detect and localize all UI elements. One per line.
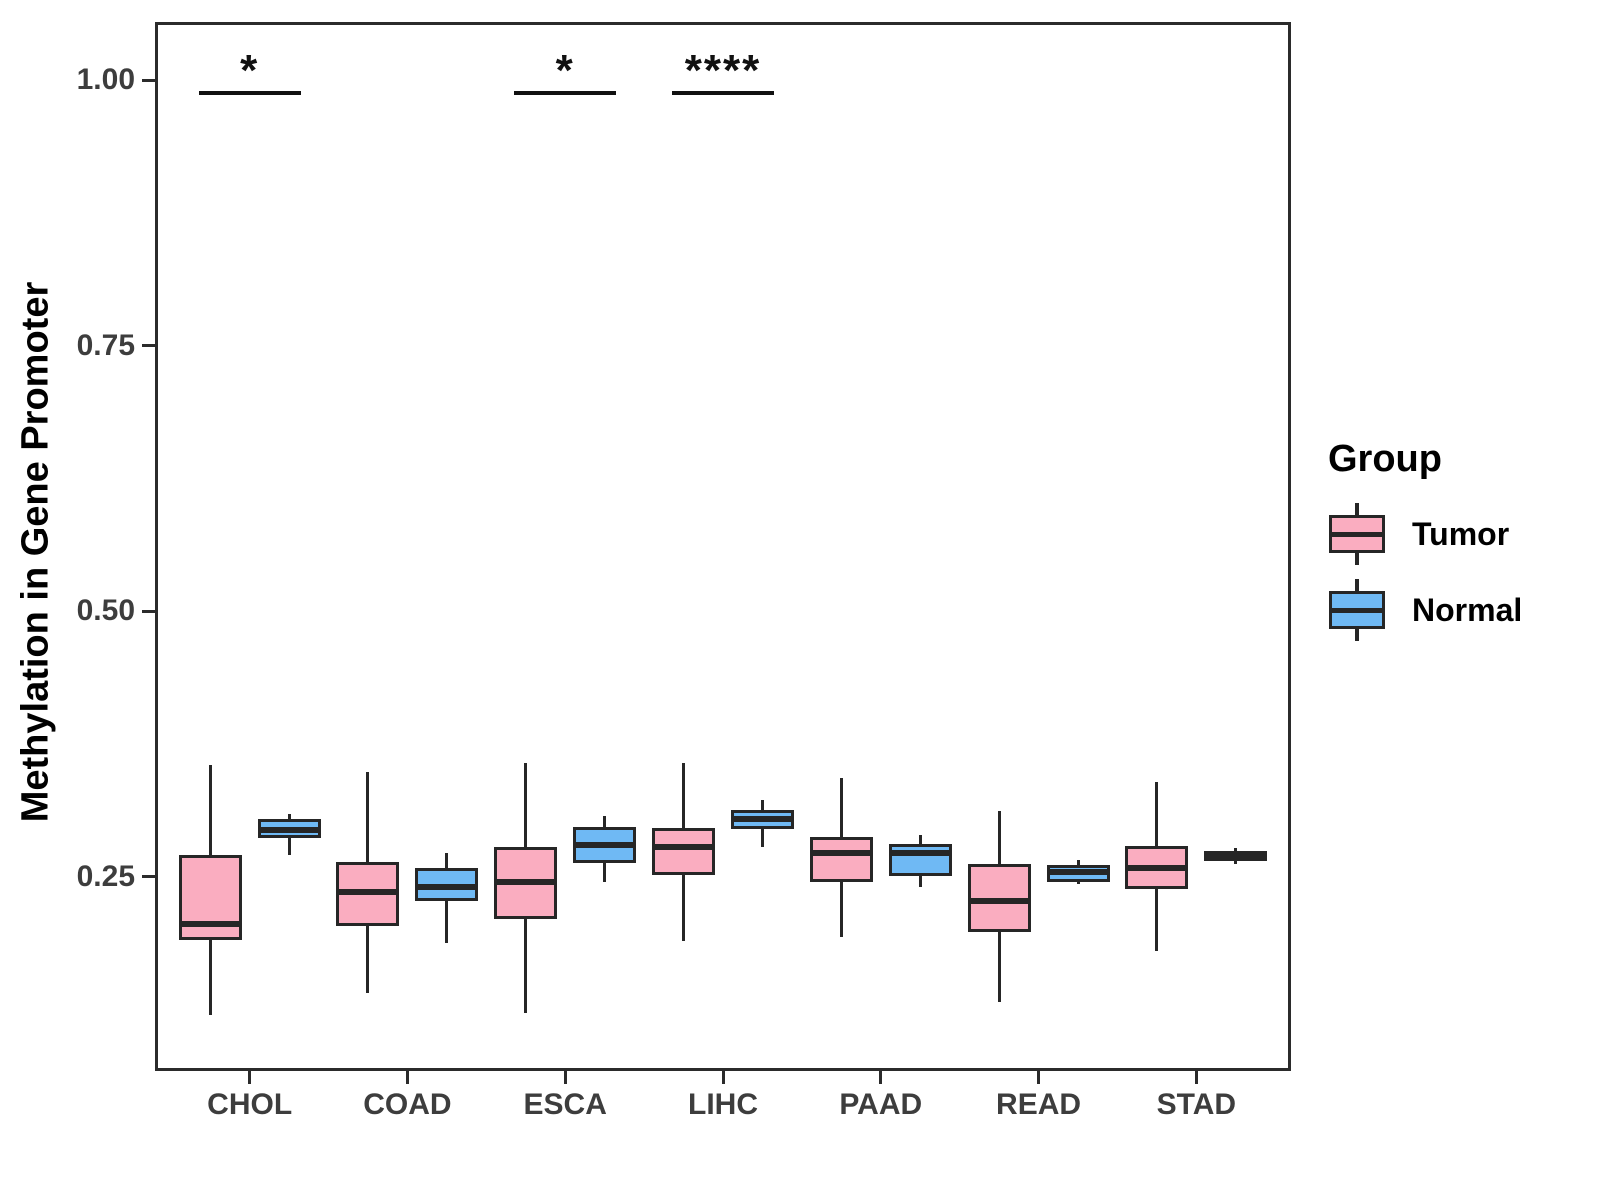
legend-label-tumor: Tumor [1412, 515, 1510, 552]
whisker-upper [603, 816, 607, 827]
whisker-lower [682, 874, 685, 942]
tumor-boxplot-key-icon [1328, 503, 1386, 565]
tumor-box-lihc [652, 827, 715, 875]
whisker-upper [918, 835, 922, 844]
median-line [809, 850, 873, 857]
median-line [178, 921, 242, 928]
whisker-upper [1076, 859, 1080, 865]
plot-panel [155, 22, 1291, 1071]
whisker-lower [761, 828, 764, 847]
median-line [888, 850, 952, 857]
whisker-lower [918, 875, 922, 888]
legend: Group Tumor Normal [1328, 438, 1522, 655]
whisker-lower [366, 925, 370, 994]
y-tick-label: 0.50 [76, 594, 135, 628]
y-tick-mark [142, 875, 155, 879]
whisker-upper [1234, 848, 1238, 852]
whisker-upper [524, 763, 528, 847]
whisker-lower [1076, 882, 1080, 885]
y-tick-label: 1.00 [76, 63, 135, 97]
whisker-upper [761, 800, 764, 810]
median-line [1125, 865, 1189, 872]
significance-stars-chol: * [240, 46, 260, 96]
tumor-box-paad [809, 837, 873, 882]
whisker-lower [445, 901, 449, 943]
whisker-lower [287, 838, 291, 856]
x-tick-mark [405, 1071, 409, 1084]
median-line [1046, 869, 1110, 876]
whisker-lower [524, 919, 528, 1013]
y-tick-mark [142, 609, 155, 613]
whisker-upper [287, 814, 291, 820]
normal-box-paad [888, 843, 952, 876]
x-tick-mark [721, 1071, 725, 1084]
normal-boxplot-key-icon [1328, 579, 1386, 641]
median-line [494, 879, 558, 885]
y-tick-mark [142, 78, 155, 82]
significance-stars-lihc: **** [684, 46, 762, 96]
significance-stars-esca: * [555, 46, 575, 96]
whisker-lower [997, 931, 1001, 1002]
y-tick-label: 0.25 [76, 859, 135, 893]
legend-label-normal: Normal [1412, 591, 1523, 628]
whisker-upper [366, 771, 370, 862]
whisker-upper [682, 763, 685, 828]
whisker-upper [445, 853, 449, 869]
whisker-upper [1155, 782, 1159, 846]
x-tick-label-read: READ [996, 1088, 1082, 1121]
median-line [1204, 852, 1268, 859]
median-line [573, 841, 637, 848]
x-tick-mark [1037, 1071, 1041, 1084]
x-tick-mark [879, 1071, 883, 1084]
x-tick-mark [563, 1071, 567, 1084]
x-tick-label-esca: ESCA [523, 1088, 607, 1121]
median-line [652, 843, 715, 850]
y-tick-label: 0.75 [76, 328, 135, 362]
median-line [731, 816, 794, 823]
x-tick-label-chol: CHOL [207, 1088, 293, 1121]
median-line [336, 888, 400, 895]
whisker-lower [839, 882, 843, 938]
significance-bracket-esca [514, 91, 617, 96]
whisker-lower [208, 940, 212, 1015]
whisker-lower [603, 862, 607, 882]
x-tick-label-stad: STAD [1156, 1088, 1237, 1121]
whisker-upper [997, 810, 1001, 864]
whisker-upper [208, 765, 212, 856]
whisker-upper [839, 777, 843, 838]
median-line [967, 898, 1031, 905]
whisker-lower [1155, 889, 1159, 952]
median-line [415, 884, 479, 891]
tumor-box-chol [178, 855, 242, 941]
y-tick-mark [142, 344, 155, 348]
whisker-lower [1234, 860, 1238, 864]
x-tick-label-coad: COAD [363, 1088, 452, 1121]
significance-bracket-chol [198, 91, 301, 96]
legend-item-normal: Normal [1328, 579, 1522, 641]
significance-bracket-lihc [672, 91, 774, 96]
x-tick-mark [1194, 1071, 1198, 1084]
legend-item-tumor: Tumor [1328, 503, 1522, 565]
x-tick-label-lihc: LIHC [688, 1088, 758, 1121]
legend-title: Group [1328, 438, 1442, 480]
tumor-box-read [967, 863, 1031, 932]
x-tick-mark [248, 1071, 252, 1084]
median-line [257, 826, 321, 833]
x-tick-label-paad: PAAD [839, 1088, 923, 1121]
